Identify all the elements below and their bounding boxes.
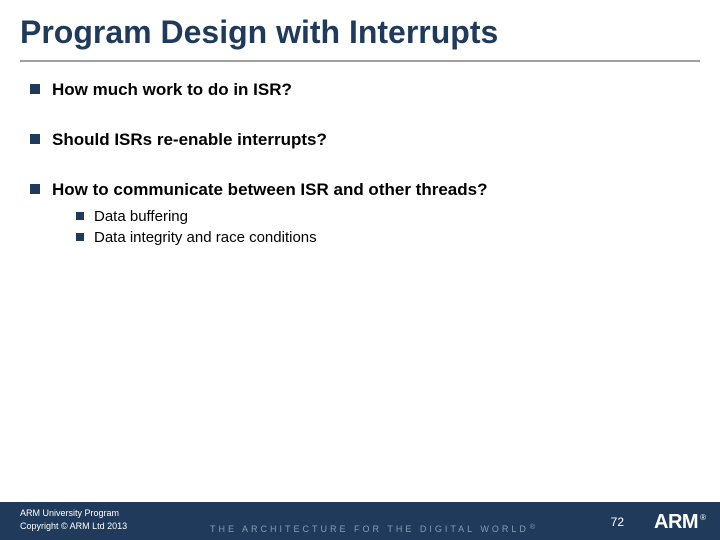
slide-title: Program Design with Interrupts xyxy=(20,14,498,51)
sub-bullet-text: Data integrity and race conditions xyxy=(94,229,317,246)
logo-text: ARM xyxy=(654,511,698,534)
registered-icon: ® xyxy=(530,524,538,531)
bullet-item: How much work to do in ISR? xyxy=(30,80,690,100)
sub-bullet-item: Data integrity and race conditions xyxy=(76,229,487,246)
tagline-text: THE ARCHITECTURE FOR THE DIGITAL WORLD xyxy=(210,524,529,534)
content-area: How much work to do in ISR? Should ISRs … xyxy=(30,80,690,256)
sub-bullet-item: Data buffering xyxy=(76,208,487,225)
sub-bullet-list: Data buffering Data integrity and race c… xyxy=(76,208,487,246)
bullet-text: How to communicate between ISR and other… xyxy=(52,180,487,200)
title-underline xyxy=(20,60,700,62)
bullet-item: Should ISRs re-enable interrupts? xyxy=(30,130,690,150)
footer-bar: ARM University Program Copyright © ARM L… xyxy=(0,502,720,540)
bullet-item: How to communicate between ISR and other… xyxy=(30,180,690,250)
footer-tagline: THE ARCHITECTURE FOR THE DIGITAL WORLD® xyxy=(210,524,538,534)
page-number: 72 xyxy=(611,515,624,529)
bullet-text: How much work to do in ISR? xyxy=(52,80,292,100)
footer-copyright: ARM University Program Copyright © ARM L… xyxy=(20,507,127,532)
arm-logo: ARM ® xyxy=(654,511,706,534)
bullet-text: Should ISRs re-enable interrupts? xyxy=(52,130,327,150)
bullet-marker-icon xyxy=(30,134,40,144)
sub-bullet-text: Data buffering xyxy=(94,208,188,225)
bullet-marker-icon xyxy=(30,84,40,94)
bullet-marker-icon xyxy=(76,233,84,241)
footer-program-name: ARM University Program xyxy=(20,507,127,520)
bullet-marker-icon xyxy=(30,184,40,194)
bullet-marker-icon xyxy=(76,212,84,220)
slide: Program Design with Interrupts How much … xyxy=(0,0,720,540)
footer-copyright-line: Copyright © ARM Ltd 2013 xyxy=(20,520,127,533)
registered-icon: ® xyxy=(700,513,706,522)
